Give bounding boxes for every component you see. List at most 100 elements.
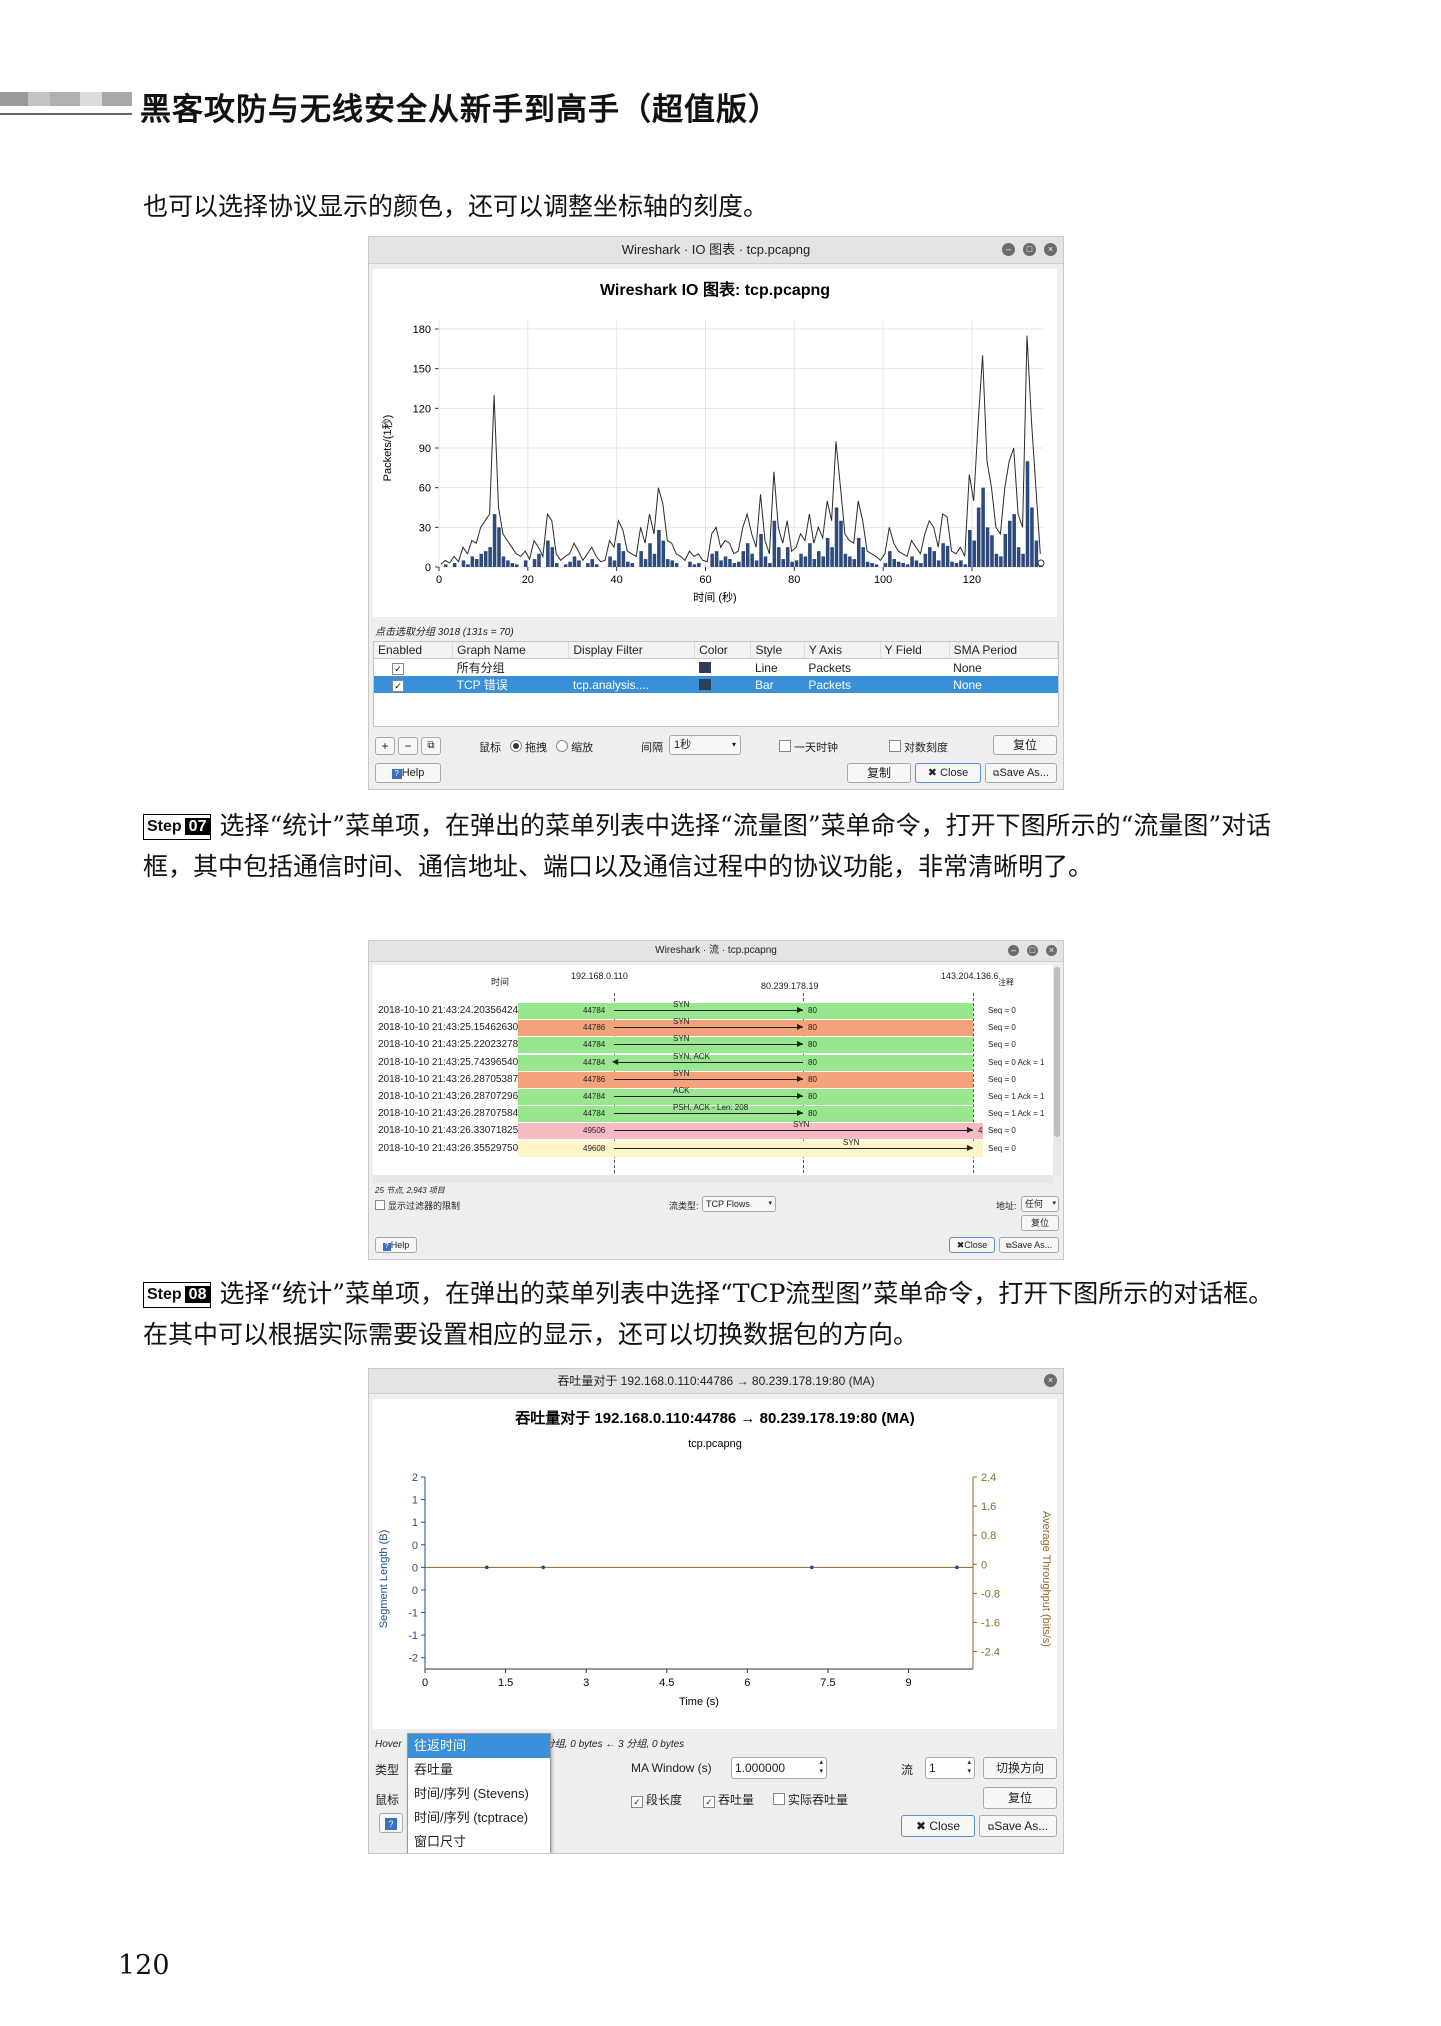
flow-row[interactable] — [518, 1054, 973, 1071]
io-col-header[interactable]: Y Field — [880, 642, 950, 659]
limit-filter-checkbox[interactable]: 显示过滤器的限制 — [375, 1199, 460, 1212]
flow-row[interactable] — [518, 1123, 983, 1140]
log-scale-checkbox[interactable]: 对数刻度 — [889, 739, 948, 755]
flow-row[interactable] — [518, 1089, 973, 1105]
color-swatch-icon[interactable] — [698, 678, 711, 690]
io-sma-period[interactable]: None — [953, 660, 982, 675]
graph-type-option[interactable]: 时间/序列 (tcptrace) — [414, 1810, 529, 1825]
flow-help-button[interactable]: ? Help — [375, 1237, 417, 1253]
io-col-header[interactable]: Color — [694, 642, 752, 659]
io-color-swatch[interactable] — [695, 676, 751, 693]
tp-plot-area[interactable]: 吞吐量对于 192.168.0.110:44786 → 80.239.178.1… — [373, 1399, 1057, 1729]
io-display-filter[interactable]: tcp.analysis.... — [572, 677, 649, 692]
tp-saveas-button[interactable]: ⧉Save As... — [979, 1815, 1057, 1837]
io-graph-name[interactable]: 所有分组 — [456, 661, 505, 675]
drag-radio[interactable] — [510, 740, 523, 752]
io-display-filter[interactable] — [569, 659, 695, 677]
ma-window-spinbox[interactable]: 1.000000 ▴ ▾ — [731, 1757, 827, 1779]
tp-x-tick-label: 4.5 — [659, 1677, 674, 1689]
io-y-field[interactable] — [880, 659, 949, 677]
close-icon[interactable]: × — [1044, 1374, 1057, 1387]
io-col-header[interactable]: Y Axis — [804, 642, 881, 659]
io-sma-period[interactable]: None — [953, 677, 982, 692]
graph-type-option[interactable]: 窗口尺寸 — [414, 1834, 467, 1849]
graph-type-option[interactable]: 吞吐量 — [414, 1762, 454, 1777]
tp-y-tick-label: 1 — [412, 1517, 418, 1529]
flow-row[interactable] — [518, 1020, 973, 1037]
flow-row-time[interactable]: 2018-10-10 21:43:25.743965404 — [378, 1056, 524, 1068]
io-enabled-checkbox[interactable]: ✓ — [374, 659, 453, 677]
flow-row-time[interactable]: 2018-10-10 21:43:26.287075843 — [378, 1108, 524, 1120]
tp-close-button[interactable]: ✖ Close — [901, 1815, 975, 1837]
goodput-checkbox[interactable]: 实际吞吐量 — [773, 1791, 848, 1808]
io-col-header[interactable]: Enabled — [374, 642, 454, 659]
graph-type-option[interactable]: 时间/序列 (Stevens) — [414, 1786, 529, 1801]
flow-close-button[interactable]: ✖Close — [949, 1237, 995, 1253]
flow-row[interactable] — [518, 1140, 983, 1157]
io-copy-button[interactable]: 复制 — [847, 763, 911, 783]
close-icon[interactable]: × — [1046, 945, 1057, 956]
color-swatch-icon[interactable] — [698, 661, 711, 673]
checkbox-icon[interactable]: ✓ — [392, 680, 404, 692]
flow-row-time[interactable]: 2018-10-10 21:43:26.355297507 — [378, 1142, 524, 1154]
io-graph-name[interactable]: TCP 错误 — [456, 678, 508, 692]
io-y-field[interactable] — [880, 676, 949, 693]
close-icon[interactable]: × — [1044, 243, 1057, 256]
io-style[interactable]: Bar — [754, 677, 774, 692]
io-y-axis[interactable]: Packets — [808, 677, 852, 692]
io-close-button[interactable]: ✖ Close — [915, 763, 981, 783]
copy-graph-button[interactable]: ⧉ — [421, 737, 441, 755]
arrowhead-icon: ▶ — [797, 1039, 804, 1049]
flow-row[interactable] — [518, 1003, 973, 1019]
io-help-button[interactable]: ? Help — [375, 763, 441, 783]
flow-row[interactable] — [518, 1071, 973, 1088]
io-color-swatch[interactable] — [695, 659, 751, 677]
io-y-axis[interactable]: Packets — [808, 660, 852, 675]
io-bar — [772, 520, 777, 567]
flow-vscrollbar[interactable] — [1053, 965, 1061, 1175]
address-select[interactable]: 任何 ▾ — [1021, 1196, 1059, 1212]
flow-row[interactable] — [518, 1037, 973, 1054]
io-graph-row[interactable]: ✓ 所有分组 Line Packets None — [374, 659, 1058, 677]
io-style[interactable]: Line — [754, 660, 778, 675]
flow-row-time[interactable]: 2018-10-10 21:43:25.154626306 — [378, 1022, 524, 1034]
io-col-header[interactable]: Display Filter — [568, 642, 696, 659]
flow-row-time[interactable]: 2018-10-10 21:43:26.287053877 — [378, 1073, 524, 1085]
add-graph-button[interactable]: + — [375, 737, 395, 755]
io-saveas-button[interactable]: ⧉Save As... — [985, 763, 1057, 783]
time-of-day-checkbox[interactable]: 一天时钟 — [779, 739, 838, 755]
flow-row-time[interactable]: 2018-10-10 21:43:26.330718250 — [378, 1125, 524, 1137]
tp-reset-button[interactable]: 复位 — [983, 1787, 1057, 1809]
stream-spinbox[interactable]: 1 ▴ ▾ — [925, 1757, 975, 1779]
io-col-header[interactable]: Graph Name — [452, 642, 570, 659]
minimize-icon[interactable]: – — [1008, 945, 1019, 956]
maximize-icon[interactable]: □ — [1027, 945, 1038, 956]
io-col-header[interactable]: Style — [750, 642, 805, 659]
io-graph-row[interactable]: ✓ TCP 错误 tcp.analysis.... Bar Packets None — [374, 676, 1058, 693]
seg-len-checkbox[interactable]: ✓ 段长度 — [631, 1791, 682, 1808]
flow-row-time[interactable]: 2018-10-10 21:43:24.203564244 — [378, 1005, 524, 1016]
interval-select[interactable]: 1秒 ▾ — [669, 735, 741, 755]
flow-diagram[interactable]: 时间 192.168.0.110 80.239.178.19 143.204.1… — [373, 965, 1053, 1175]
maximize-icon[interactable]: □ — [1023, 243, 1036, 256]
flow-type-select[interactable]: TCP Flows ▾ — [702, 1196, 776, 1212]
zoom-radio[interactable] — [556, 740, 569, 752]
io-plot-area[interactable]: Wireshark IO 图表: tcp.pcapng 0 30 60 90 120 150… — [373, 269, 1057, 617]
flow-reset-button[interactable]: 复位 — [1021, 1215, 1059, 1231]
flow-row-time[interactable]: 2018-10-10 21:43:26.287072961 — [378, 1091, 524, 1102]
flow-hscrollbar[interactable] — [373, 1175, 1053, 1183]
io-reset-button[interactable]: 复位 — [993, 735, 1057, 755]
minimize-icon[interactable]: – — [1002, 243, 1015, 256]
checkbox-icon[interactable]: ✓ — [392, 663, 404, 675]
tp-help-button[interactable]: ? — [379, 1813, 403, 1833]
switch-direction-button[interactable]: 切换方向 — [983, 1757, 1057, 1779]
io-enabled-checkbox[interactable]: ✓ — [374, 676, 453, 693]
flow-saveas-button[interactable]: ⧉Save As... — [999, 1237, 1059, 1253]
remove-graph-button[interactable]: − — [398, 737, 418, 755]
graph-type-option[interactable]: 往返时间 — [408, 1734, 550, 1758]
io-col-header[interactable]: SMA Period — [949, 642, 1059, 659]
throughput-checkbox[interactable]: ✓ 吞吐量 — [703, 1791, 754, 1808]
io-bar — [501, 556, 506, 567]
flow-row[interactable] — [518, 1106, 973, 1123]
flow-row-time[interactable]: 2018-10-10 21:43:25.220232780 — [378, 1039, 524, 1051]
